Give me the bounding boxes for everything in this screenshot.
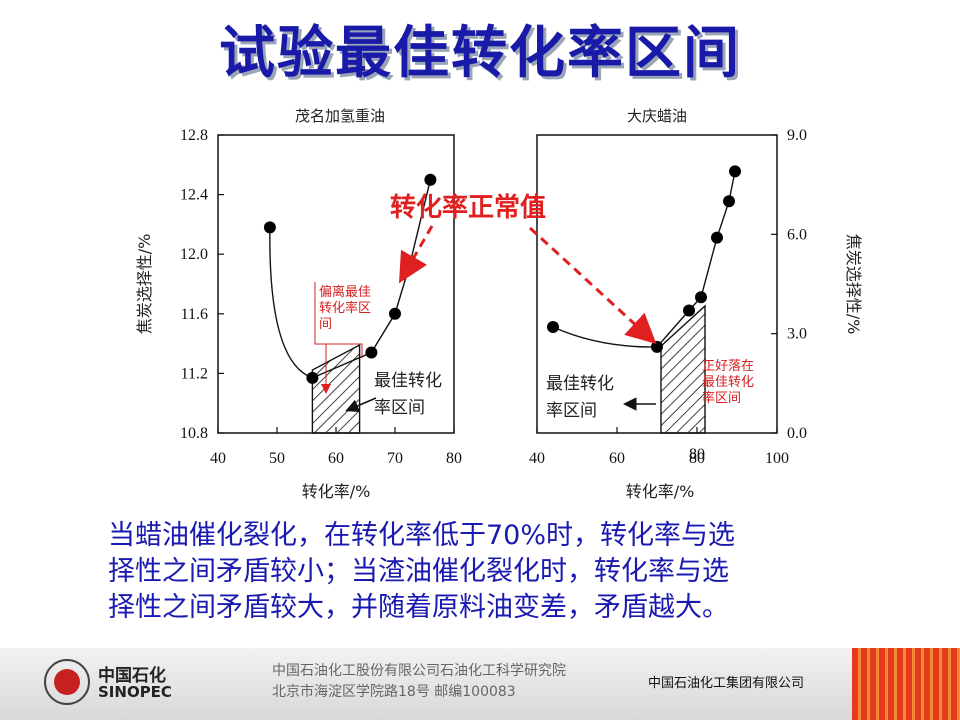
callout-arrow-left — [399, 225, 434, 284]
logo-en-text: SINOPEC — [98, 683, 172, 701]
chart1-optimal-label: 最佳转化率区间 — [374, 371, 442, 418]
chart2-ylabel: 焦炭选择性/% — [844, 234, 863, 335]
chart2-xlabel: 转化率/% — [626, 482, 695, 501]
data-point — [723, 195, 735, 208]
x-tick-label: 60 — [328, 450, 344, 467]
x-tick-label: 50 — [269, 450, 285, 467]
sinopec-emblem-icon — [44, 659, 90, 705]
data-point — [651, 340, 663, 353]
x-tick-label: 100 — [765, 450, 789, 467]
chart1-red-bracket — [314, 282, 363, 358]
optimal-range-region — [311, 343, 361, 434]
body-line: 择性之间矛盾较大，并随着原料油变差，矛盾越大。 — [108, 592, 729, 623]
x-tick-label: 80 — [446, 450, 462, 467]
chart1-title: 茂名加氢重油 — [295, 107, 385, 125]
chart1-ylabel: 焦炭选择性/% — [135, 234, 154, 335]
data-point — [403, 258, 416, 271]
chart1-annotation: 偏离最佳转化率区间 — [319, 284, 371, 332]
chart2-title: 大庆蜡油 — [627, 107, 687, 125]
data-point — [695, 291, 707, 304]
y-tick-label: 11.6 — [181, 306, 208, 323]
chart2-annotation: 正好落在最佳转化率区间 — [702, 359, 754, 406]
data-point — [711, 231, 723, 244]
data-point — [729, 165, 741, 178]
chart2-optimal-label: 最佳转化率区间 — [546, 374, 614, 421]
optimal-range-region — [660, 304, 706, 434]
chart1-xlabel: 转化率/% — [302, 482, 371, 501]
callout-normal-conversion: 转化率正常值 — [390, 192, 546, 223]
footer-corner-decoration — [852, 648, 960, 720]
footer-institute: 中国石油化工股份有限公司石油化工科学研究院 — [272, 663, 566, 679]
x-tick-label: 80 — [689, 450, 705, 467]
footer-address: 北京市海淀区学院路18号 邮编100083 — [272, 684, 516, 700]
data-point — [547, 321, 559, 334]
y-tick-label: 3.0 — [787, 326, 807, 343]
data-point — [424, 173, 437, 186]
body-line: 当蜡油催化裂化，在转化率低于70%时，转化率与选 — [108, 520, 736, 551]
data-point — [365, 346, 378, 359]
x-tick-label: 60 — [609, 450, 625, 467]
y-tick-label: 12.0 — [180, 246, 208, 263]
callout-arrow-right — [528, 226, 657, 345]
data-point — [389, 307, 401, 320]
data-point — [306, 371, 319, 384]
x-tick-label: 80 — [689, 446, 705, 463]
chart-maoming: 茂名加氢重油 10.8 11.2 11.6 12.0 12.4 12.8 40 50 60 70… — [135, 107, 462, 501]
chart-daqing: 大庆蜡油 0.0 3.0 6.0 9.0 40 60 80 100 80 转化率/% 焦炭选择… — [529, 107, 863, 501]
charts-svg: 茂名加氢重油 10.8 11.2 11.6 12.0 12.4 12.8 40 50 60 70… — [135, 107, 863, 501]
data-point — [263, 221, 276, 234]
y-tick-label: 10.8 — [180, 425, 208, 442]
body-line: 择性之间矛盾较小；当渣油催化裂化时，转化率与选 — [108, 556, 729, 587]
y-tick-label: 12.4 — [180, 187, 208, 204]
x-tick-label: 70 — [387, 450, 403, 467]
y-tick-label: 9.0 — [787, 127, 807, 144]
footer-group-name: 中国石油化工集团有限公司 — [648, 676, 805, 691]
data-point — [683, 304, 695, 317]
y-tick-label: 0.0 — [787, 425, 807, 442]
footer-bar — [0, 648, 960, 720]
y-tick-label: 6.0 — [787, 226, 807, 243]
chart2-frame — [536, 134, 778, 434]
chart2-curve — [552, 171, 736, 348]
slide-title: 试验最佳转化率区间 — [219, 21, 741, 86]
body-paragraph: 当蜡油催化裂化，在转化率低于70%时，转化率与选 择性之间矛盾较小；当渣油催化裂… — [108, 518, 908, 626]
logo-cn-text: 中国石化 — [98, 666, 166, 686]
y-tick-label: 12.8 — [180, 127, 208, 144]
chart1-optimal-arrow — [345, 397, 377, 413]
x-tick-label: 40 — [210, 450, 226, 467]
x-tick-label: 40 — [529, 450, 545, 467]
y-tick-label: 11.2 — [181, 365, 208, 382]
sinopec-logo: 中国石化 SINOPEC — [44, 657, 244, 711]
